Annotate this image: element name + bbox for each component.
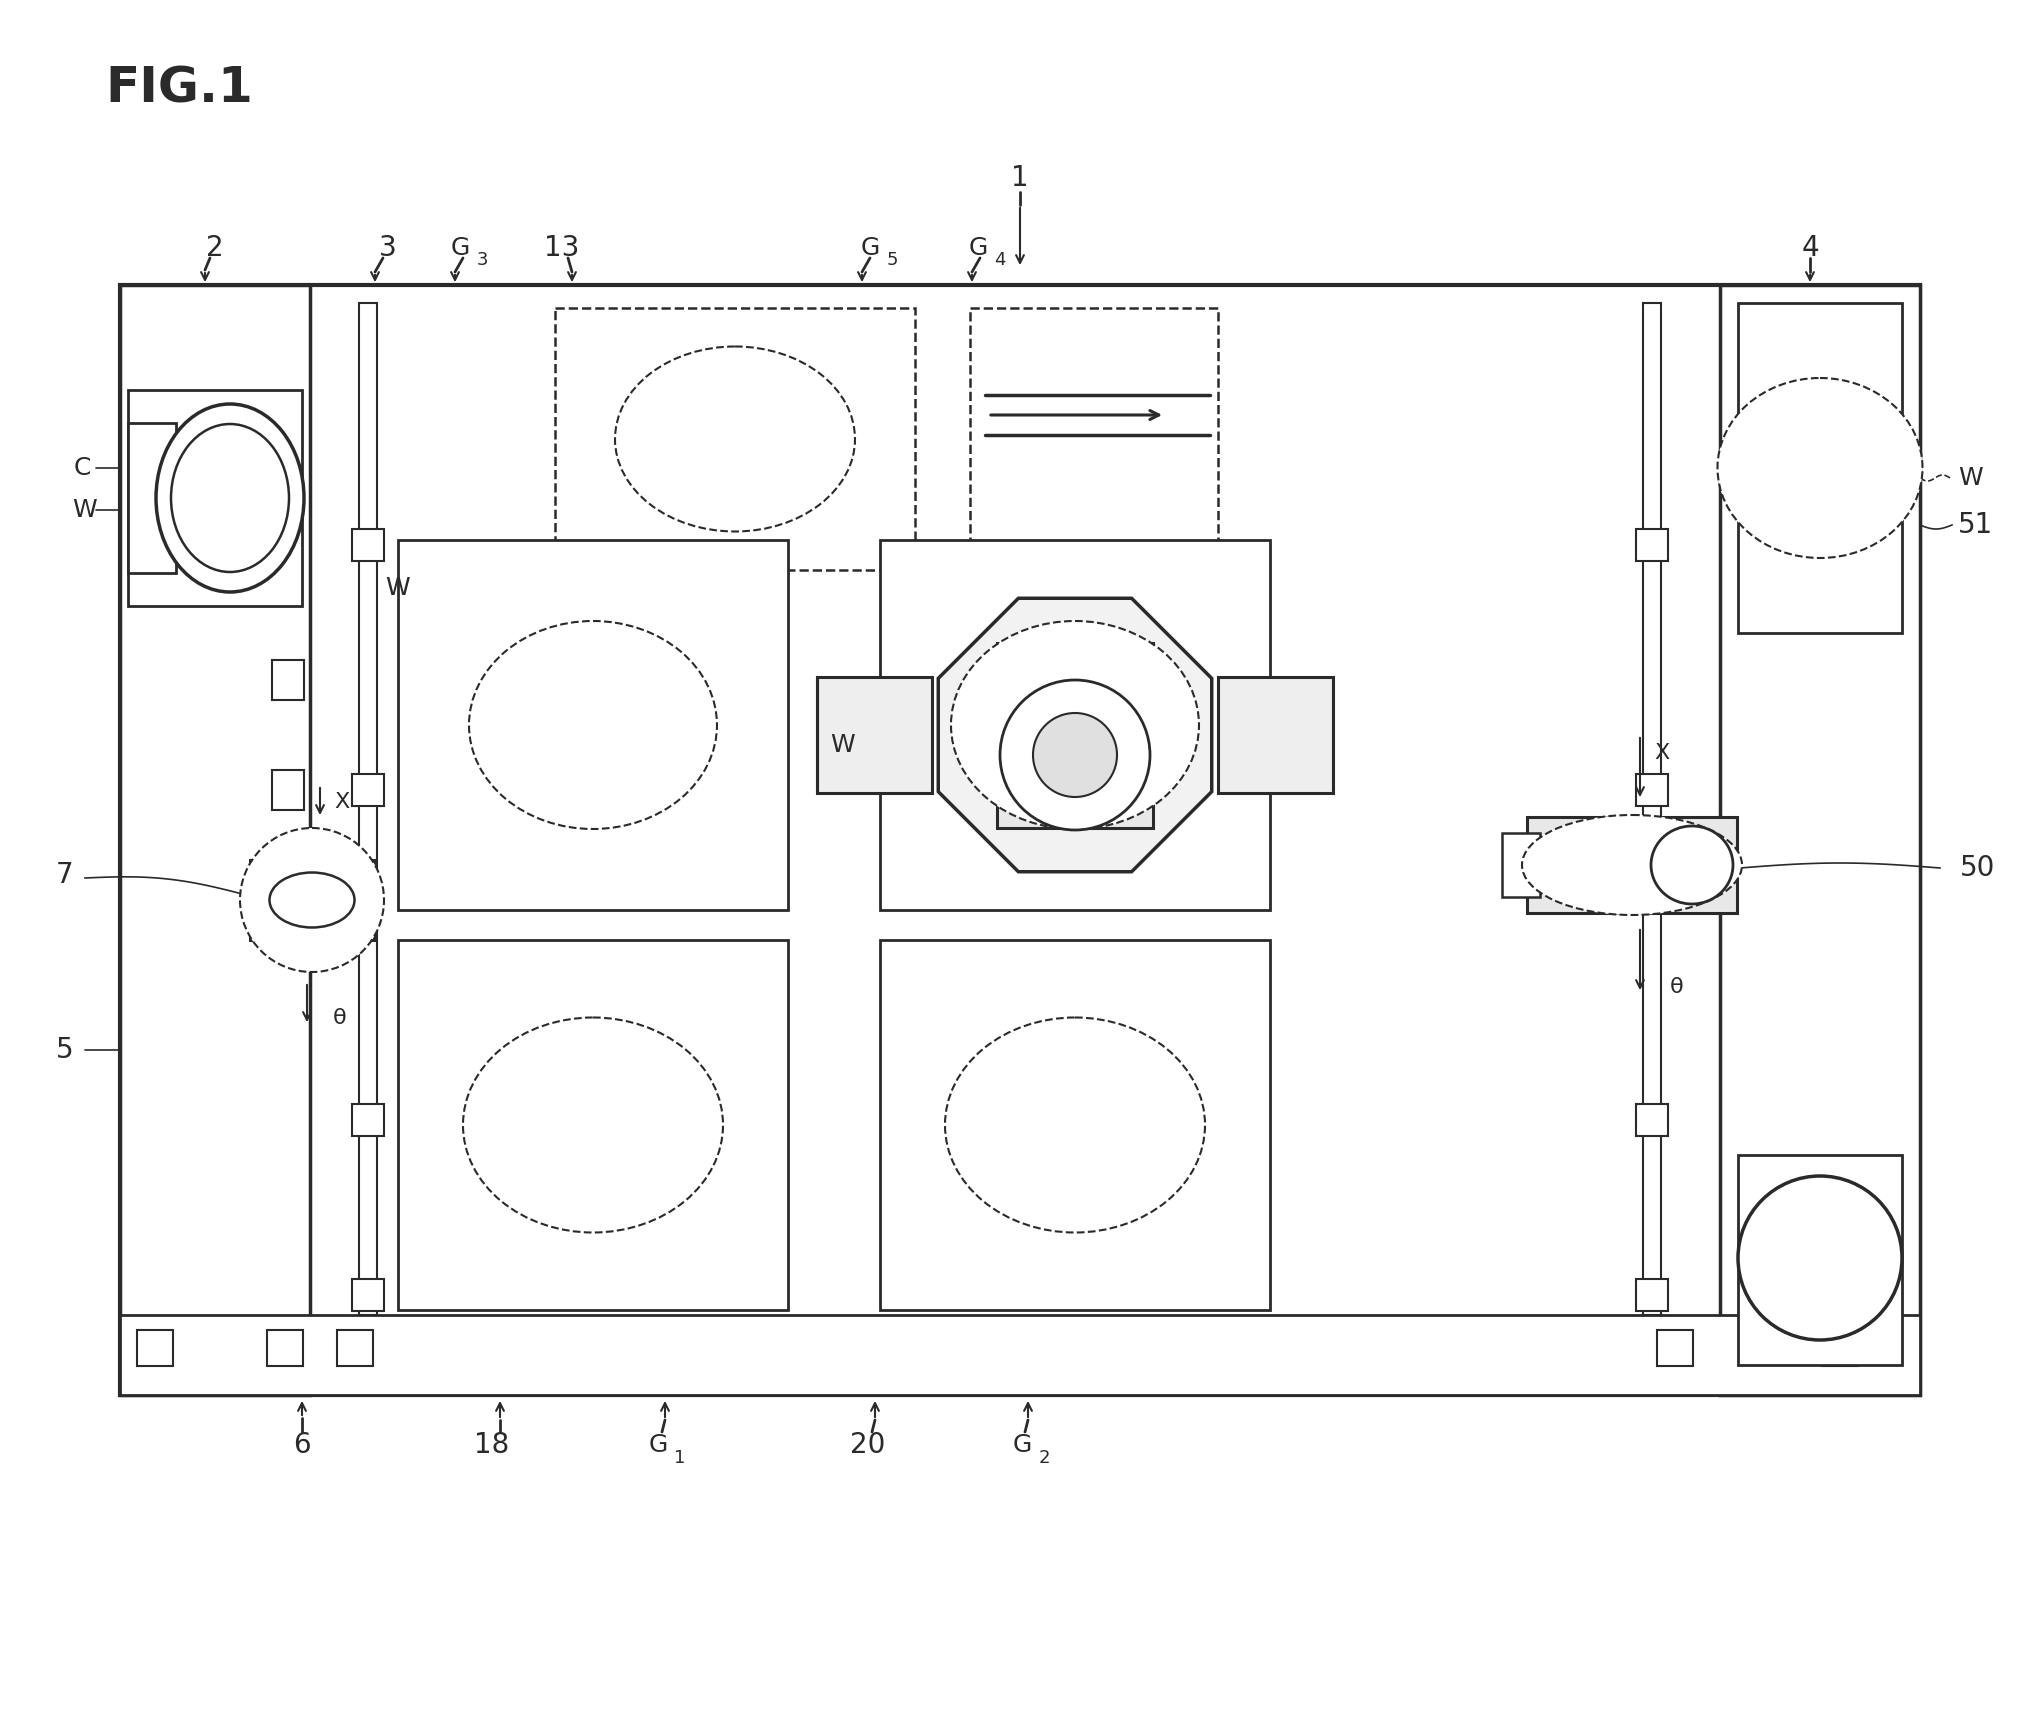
Bar	[1738, 303, 1901, 633]
Text: 5: 5	[57, 1035, 74, 1065]
Bar	[272, 879, 304, 921]
Text: 3: 3	[476, 251, 488, 269]
Bar	[817, 676, 931, 792]
Ellipse shape	[945, 1018, 1205, 1233]
Text: 3: 3	[380, 234, 396, 262]
Bar	[272, 770, 304, 810]
Text: G: G	[1013, 1432, 1031, 1457]
Bar	[970, 309, 1217, 570]
Bar	[880, 940, 1270, 1309]
Text: 2: 2	[1037, 1450, 1050, 1467]
Bar	[137, 1330, 174, 1366]
Bar	[351, 1105, 384, 1136]
Bar	[120, 1314, 1919, 1394]
Bar	[351, 773, 384, 806]
Text: W: W	[1958, 466, 1983, 491]
Text: C: C	[74, 456, 92, 480]
Text: G: G	[860, 236, 880, 260]
Text: W: W	[71, 498, 96, 522]
Text: X: X	[335, 792, 349, 812]
Bar	[996, 643, 1154, 829]
Text: G: G	[451, 236, 470, 260]
Text: W: W	[831, 733, 856, 758]
Text: W: W	[386, 576, 410, 600]
Text: 2: 2	[206, 234, 225, 262]
Text: G: G	[968, 236, 988, 260]
Bar	[359, 303, 378, 1314]
Ellipse shape	[270, 872, 355, 928]
Bar	[398, 940, 788, 1309]
Text: 51: 51	[1958, 512, 1993, 539]
Text: θ: θ	[333, 1007, 347, 1028]
Bar	[1636, 1280, 1668, 1311]
Bar	[1636, 1105, 1668, 1136]
Bar	[880, 539, 1270, 910]
Text: 1: 1	[1011, 165, 1029, 192]
Bar	[398, 539, 788, 910]
Bar	[555, 309, 915, 570]
Bar	[1719, 284, 1919, 1394]
Bar	[129, 423, 176, 572]
Bar	[249, 860, 374, 940]
Text: 7: 7	[57, 862, 74, 890]
Bar	[120, 284, 310, 1394]
Bar	[351, 1280, 384, 1311]
Bar	[1738, 1155, 1901, 1365]
Text: 4: 4	[1801, 234, 1819, 262]
Ellipse shape	[615, 347, 856, 532]
Circle shape	[1738, 1176, 1901, 1340]
Bar	[337, 1330, 374, 1366]
Bar	[1217, 676, 1333, 792]
Bar	[1636, 773, 1668, 806]
Text: 18: 18	[474, 1431, 510, 1458]
Text: 13: 13	[545, 234, 580, 262]
Ellipse shape	[172, 425, 290, 572]
Ellipse shape	[464, 1018, 723, 1233]
Bar	[1821, 1330, 1858, 1366]
Text: 1: 1	[674, 1450, 686, 1467]
Text: X: X	[1654, 742, 1670, 763]
Bar	[1636, 529, 1668, 562]
Text: 6: 6	[294, 1431, 310, 1458]
Bar	[120, 284, 1919, 1394]
Ellipse shape	[1717, 378, 1922, 558]
Bar	[351, 529, 384, 562]
Bar	[1644, 303, 1660, 1314]
Ellipse shape	[952, 621, 1199, 829]
Text: 20: 20	[849, 1431, 886, 1458]
Ellipse shape	[1652, 825, 1734, 903]
Text: θ: θ	[1670, 976, 1685, 997]
Circle shape	[241, 829, 384, 973]
Bar	[1656, 1330, 1693, 1366]
Circle shape	[1033, 713, 1117, 798]
Text: G: G	[649, 1432, 668, 1457]
Ellipse shape	[470, 621, 717, 829]
Bar	[1527, 817, 1738, 914]
Bar	[129, 390, 302, 605]
Bar	[272, 661, 304, 701]
Bar	[268, 1330, 302, 1366]
Polygon shape	[937, 598, 1211, 872]
Circle shape	[1001, 680, 1150, 831]
Text: 4: 4	[994, 251, 1007, 269]
Text: 50: 50	[1960, 855, 1995, 883]
Text: FIG.1: FIG.1	[104, 64, 253, 113]
Ellipse shape	[1521, 815, 1742, 916]
Ellipse shape	[155, 404, 304, 591]
Bar	[1503, 832, 1540, 896]
Text: 5: 5	[886, 251, 898, 269]
